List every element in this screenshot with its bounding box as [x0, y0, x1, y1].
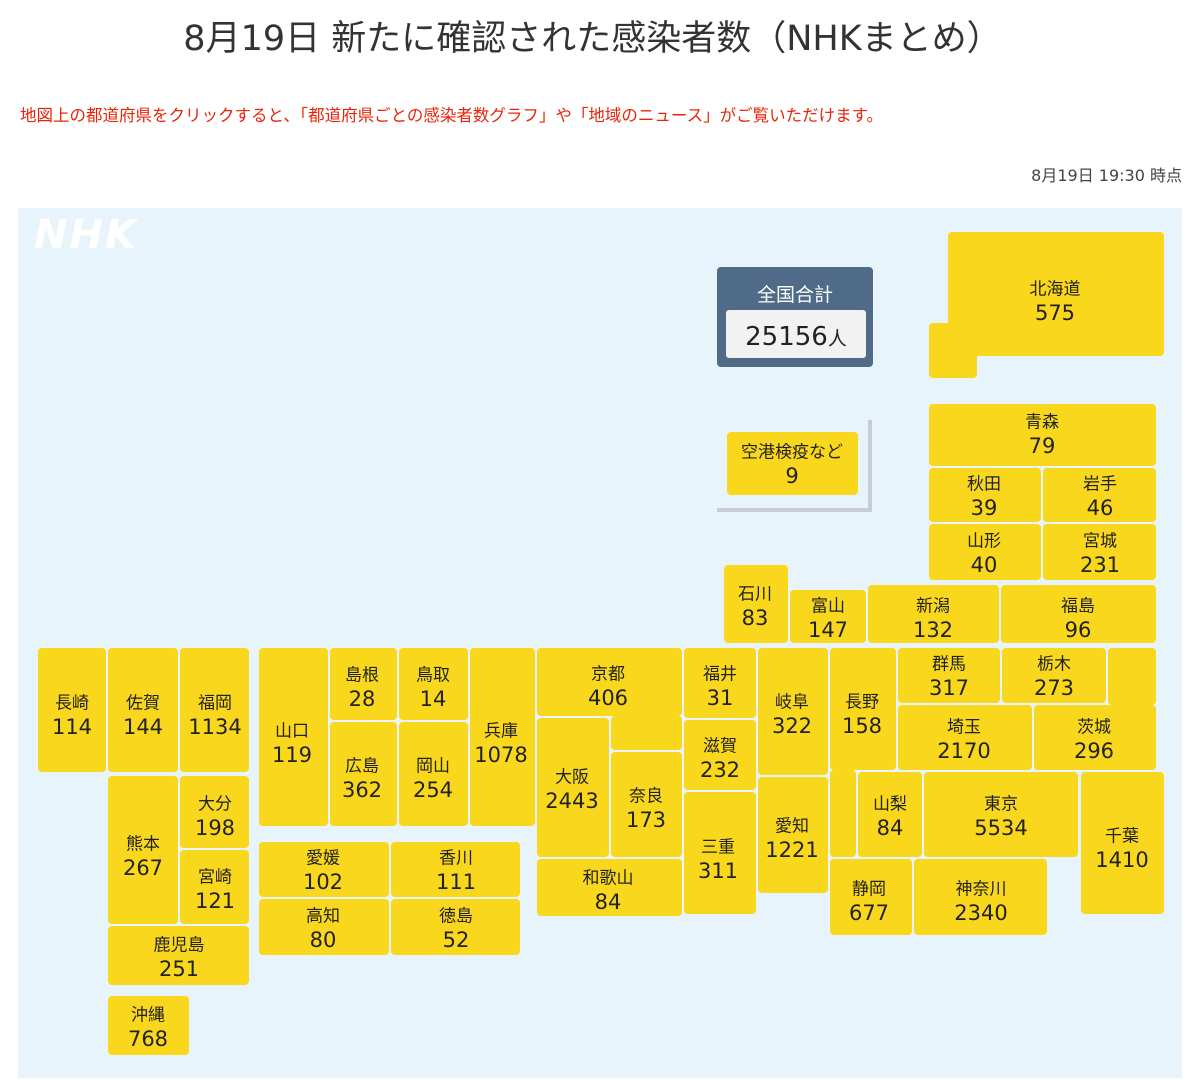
- prefecture-tile[interactable]: [399, 722, 468, 826]
- prefecture-tile[interactable]: [470, 648, 535, 826]
- prefecture-tile[interactable]: [1043, 468, 1156, 522]
- prefecture-tile[interactable]: [929, 404, 1156, 466]
- prefecture-tile[interactable]: [537, 859, 682, 916]
- tile-part[interactable]: [611, 716, 682, 750]
- prefecture-tile[interactable]: [1001, 585, 1156, 643]
- prefecture-tile[interactable]: [399, 648, 468, 720]
- prefecture-tile[interactable]: [948, 232, 1164, 356]
- prefecture-tile[interactable]: [391, 842, 520, 897]
- prefecture-tile[interactable]: [330, 722, 397, 826]
- frame-line: [717, 420, 872, 512]
- prefecture-tile[interactable]: [180, 776, 249, 848]
- prefecture-tile[interactable]: [38, 648, 106, 772]
- prefecture-tile[interactable]: [898, 648, 1000, 703]
- prefecture-tile[interactable]: [914, 859, 1047, 935]
- total-label: 全国合計: [756, 284, 833, 306]
- prefecture-tile[interactable]: [929, 468, 1041, 522]
- total-number: 25156: [745, 322, 828, 352]
- prefecture-tile[interactable]: [1002, 648, 1106, 703]
- prefecture-tile[interactable]: [391, 899, 520, 955]
- prefecture-tile[interactable]: [758, 648, 828, 775]
- prefecture-tile[interactable]: [929, 524, 1041, 580]
- prefecture-tile[interactable]: [1043, 524, 1156, 580]
- prefecture-tile[interactable]: [259, 648, 328, 826]
- prefecture-tile[interactable]: [108, 648, 178, 772]
- note: 地図上の都道府県をクリックすると、「都道府県ごとの感染者数グラフ」や「地域のニュ…: [20, 106, 883, 125]
- logo: NHK: [34, 212, 138, 258]
- prefecture-tile[interactable]: [790, 590, 866, 643]
- prefecture-tile[interactable]: [330, 648, 397, 720]
- prefecture-tile[interactable]: [537, 718, 609, 857]
- prefecture-tile[interactable]: [259, 899, 389, 955]
- title: 8月19日 新たに確認された感染者数（NHKまとめ）: [183, 19, 1002, 59]
- prefecture-tile[interactable]: [1034, 705, 1156, 770]
- prefecture-tile[interactable]: [727, 432, 858, 495]
- prefecture-tile[interactable]: [180, 850, 249, 924]
- total-unit: 人: [827, 328, 847, 350]
- prefecture-tile[interactable]: [537, 648, 682, 716]
- tile-part[interactable]: [929, 323, 977, 378]
- prefecture-tile[interactable]: [108, 996, 189, 1055]
- prefecture-tile[interactable]: [108, 776, 178, 924]
- prefecture-tile[interactable]: [259, 842, 389, 897]
- prefecture-tile[interactable]: [180, 648, 249, 772]
- prefecture-tile[interactable]: [108, 926, 249, 985]
- tile-part[interactable]: [1108, 648, 1156, 705]
- prefecture-tile[interactable]: [898, 705, 1032, 770]
- prefecture-tile[interactable]: [830, 859, 912, 935]
- prefecture-tile[interactable]: [758, 777, 828, 893]
- prefecture-tile[interactable]: [684, 792, 756, 914]
- prefecture-tile[interactable]: [868, 585, 999, 643]
- prefecture-tile[interactable]: [684, 648, 756, 718]
- prefecture-tile[interactable]: [611, 752, 682, 857]
- total-value: 25156人: [726, 322, 866, 352]
- total-inner: [726, 310, 866, 358]
- prefecture-tile[interactable]: [724, 565, 788, 643]
- prefecture-tile[interactable]: [924, 772, 1078, 857]
- prefecture-tile[interactable]: [830, 648, 896, 770]
- prefecture-tile[interactable]: [684, 720, 756, 790]
- prefecture-tile[interactable]: [1081, 772, 1164, 914]
- tile-part[interactable]: [830, 770, 856, 857]
- prefecture-tile[interactable]: [858, 772, 922, 857]
- timestamp: 8月19日 19:30 時点: [1031, 166, 1182, 185]
